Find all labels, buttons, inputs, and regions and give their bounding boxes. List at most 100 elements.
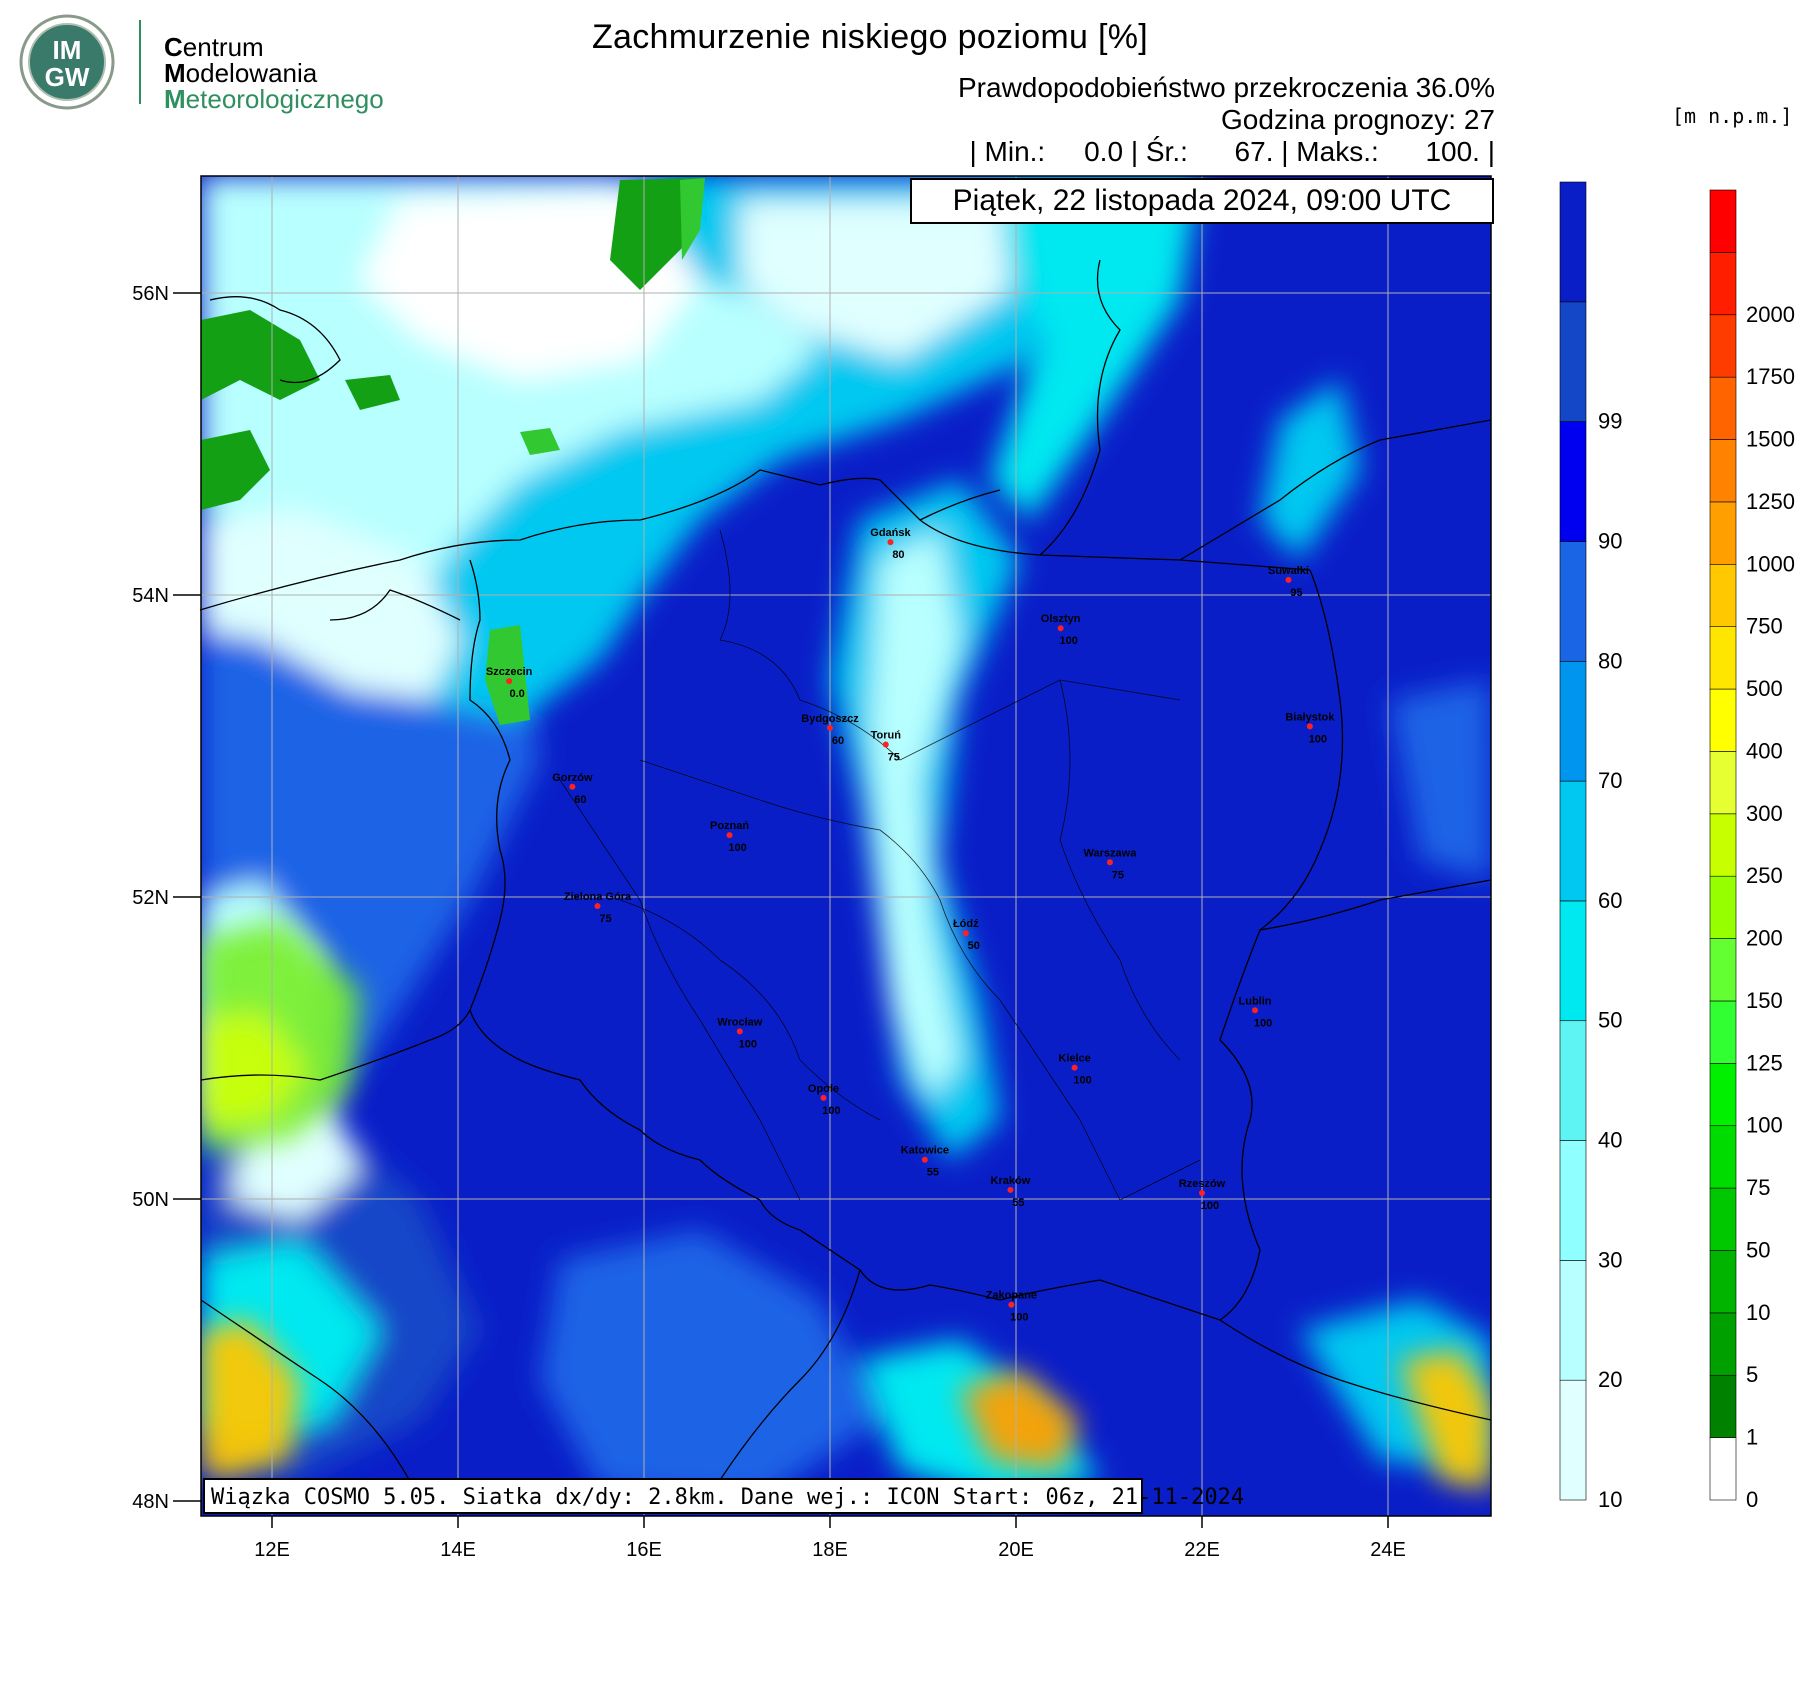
terrain-patch xyxy=(520,428,560,455)
map-title: Zachmurzenie niskiego poziomu [%] xyxy=(591,18,1149,56)
city-dot xyxy=(1252,1007,1259,1014)
danish-islands xyxy=(209,296,341,384)
city-value: 55 xyxy=(1012,1197,1024,1209)
voivodeship-border xyxy=(1059,679,1181,1061)
city-name: Łódź xyxy=(953,918,979,930)
legend-swatch xyxy=(1709,189,1737,253)
model-info-footer: Wiązka COSMO 5.05. Siatka dx/dy: 2.8km. … xyxy=(203,1478,1244,1514)
city-marker: Toruń 75 xyxy=(871,729,902,763)
terrain-patch xyxy=(485,625,530,725)
legend-swatch xyxy=(1559,780,1587,902)
coastline-bay xyxy=(919,489,1001,521)
poland-southern-border xyxy=(469,1009,1221,1321)
logo-line-2: Modelowania xyxy=(164,58,318,88)
svg-text:GW: GW xyxy=(45,62,90,92)
city-value: 55 xyxy=(927,1167,939,1179)
terrain-patch xyxy=(201,310,320,400)
terrain-patch xyxy=(345,375,400,410)
legend-label: 250 xyxy=(1746,863,1783,888)
city-marker: Kraków 55 xyxy=(991,1175,1031,1209)
coastline xyxy=(199,469,1311,611)
city-marker: Zakopane 100 xyxy=(986,1290,1037,1324)
legend-label: 90 xyxy=(1598,528,1622,553)
city-dot xyxy=(726,832,733,839)
city-dot xyxy=(1306,723,1313,730)
legend-label: 10 xyxy=(1746,1300,1770,1325)
city-value: 100 xyxy=(1073,1075,1091,1087)
legend-label: 10 xyxy=(1598,1487,1622,1512)
terrain-patch xyxy=(201,1010,310,1130)
terrain-patch xyxy=(1400,1350,1491,1490)
legend-swatch xyxy=(1709,751,1737,815)
slovakia-border xyxy=(719,1269,861,1481)
cloud-region xyxy=(1390,680,1491,880)
city-name: Szczecin xyxy=(486,666,533,678)
lat-tick-label: 56N xyxy=(132,283,169,305)
legend-label: 400 xyxy=(1746,738,1783,763)
terrain-patch xyxy=(201,430,270,510)
city-dot xyxy=(921,1156,928,1163)
city-dot xyxy=(962,930,969,937)
poland-eastern-border xyxy=(1219,569,1344,1321)
legend-swatch xyxy=(1709,314,1737,378)
legend-label: 5 xyxy=(1746,1362,1758,1387)
city-value: 75 xyxy=(1112,869,1124,881)
city-dot xyxy=(736,1028,743,1035)
lon-tick-label: 18E xyxy=(812,1539,848,1561)
city-marker: Gorzów 60 xyxy=(552,772,593,806)
city-marker: Olsztyn 100 xyxy=(1041,613,1081,647)
terrain-patch xyxy=(680,178,705,260)
city-name: Gorzów xyxy=(552,772,593,784)
city-dot xyxy=(1071,1064,1078,1071)
lat-tick-label: 52N xyxy=(132,887,169,909)
legend-swatch xyxy=(1709,1437,1737,1501)
ukraine-border xyxy=(1259,879,1492,931)
cloud-cover-legend: 10 20 30 40 50 60 70 80 90 99 xyxy=(1559,181,1622,1512)
legend-label: 1750 xyxy=(1746,364,1795,389)
city-marker: Rzeszów 100 xyxy=(1179,1178,1226,1212)
city-name: Wrocław xyxy=(717,1016,762,1028)
city-value: 60 xyxy=(574,794,586,806)
stats-text: | Min.: 0.0 | Śr.: 67. | Maks.: 100. | xyxy=(969,136,1495,167)
legend-swatch xyxy=(1709,1187,1737,1251)
city-value: 100 xyxy=(1059,635,1077,647)
city-dot xyxy=(1285,576,1292,583)
cloud-region xyxy=(1260,380,1360,560)
legend-swatch xyxy=(1709,938,1737,1002)
cloud-region xyxy=(540,1230,880,1500)
city-name: Katowice xyxy=(901,1145,949,1157)
city-dot xyxy=(506,678,513,685)
czech-germany-border xyxy=(200,1009,471,1081)
city-marker: Kielce 100 xyxy=(1058,1053,1091,1087)
slovakia-ukraine-border xyxy=(1219,1319,1492,1421)
axis-ticks: 56N 54N 52N 50N 48N 12E 14E 16E 18E 20E 22E 24E xyxy=(132,283,1406,1561)
city-name: Kraków xyxy=(991,1175,1031,1187)
legend-swatch xyxy=(1559,181,1587,303)
voivodeship-border xyxy=(639,759,1001,1001)
legend-swatch xyxy=(1559,301,1587,422)
city-name: Kielce xyxy=(1058,1053,1090,1065)
cloud-region xyxy=(201,510,460,700)
borders xyxy=(199,259,1492,1501)
city-name: Rzeszów xyxy=(1179,1178,1226,1190)
legend-label: 40 xyxy=(1598,1128,1622,1153)
szczecin-lagoon xyxy=(329,589,461,621)
city-marker: Suwałki 95 xyxy=(1268,565,1309,599)
city-marker: Bydgoszcz 60 xyxy=(801,713,859,747)
legend-label: 750 xyxy=(1746,614,1783,639)
legend-label: 2000 xyxy=(1746,302,1795,327)
legend-label: 80 xyxy=(1598,648,1622,673)
voivodeship-borders xyxy=(559,529,1201,1201)
city-name: Bydgoszcz xyxy=(801,713,859,725)
city-value: 95 xyxy=(1290,587,1302,599)
legend-label: 60 xyxy=(1598,888,1622,913)
city-value: 75 xyxy=(888,751,900,763)
legend-swatch xyxy=(1709,439,1737,503)
city-name: Opole xyxy=(808,1083,839,1095)
city-marker: Białystok 100 xyxy=(1285,711,1335,745)
terrain-patch xyxy=(960,1370,1080,1470)
lon-tick-label: 22E xyxy=(1184,1539,1220,1561)
city-name: Suwałki xyxy=(1268,565,1309,577)
legend-swatch xyxy=(1709,626,1737,690)
